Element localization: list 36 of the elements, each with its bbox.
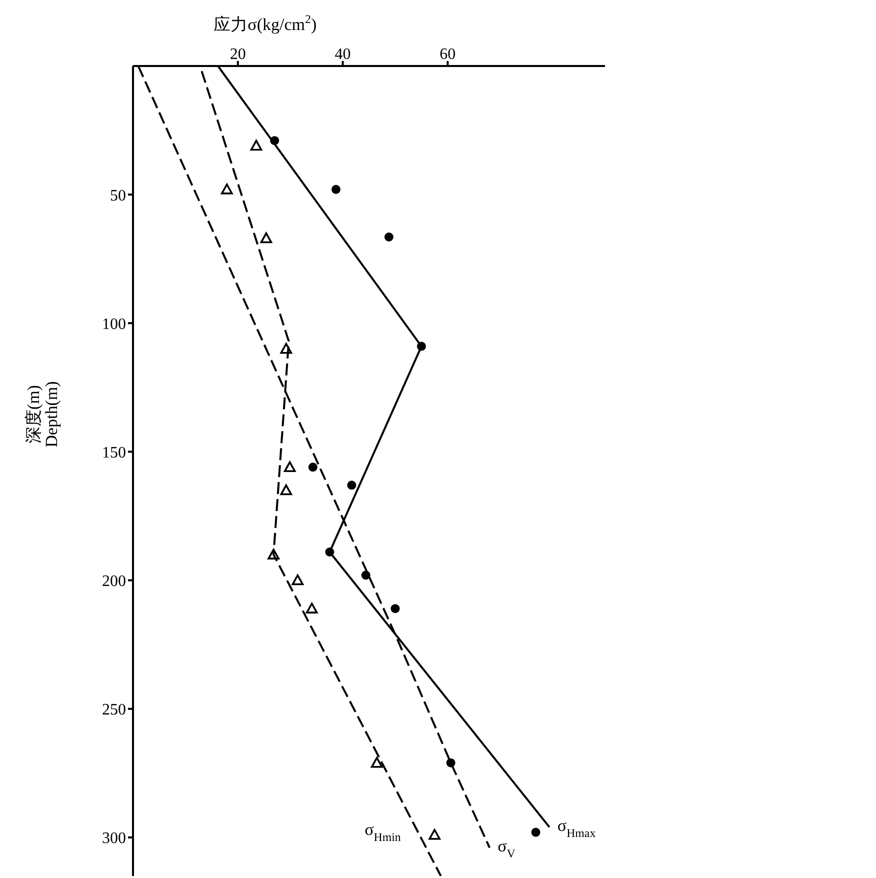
point bbox=[220, 184, 233, 194]
point bbox=[260, 232, 272, 244]
series-label: σ$_{V}$ bbox=[498, 836, 516, 860]
point bbox=[270, 136, 280, 146]
x-axis-title: 应力σ(kg/cm$^{2}$) bbox=[214, 12, 317, 34]
y-tick-label: 150 bbox=[102, 444, 126, 462]
x-tick-label: 60 bbox=[440, 46, 456, 63]
point bbox=[284, 461, 296, 472]
point bbox=[370, 756, 383, 768]
x-tick-label: 40 bbox=[334, 46, 351, 63]
point bbox=[390, 604, 400, 614]
point bbox=[361, 570, 370, 580]
point bbox=[250, 140, 262, 151]
point bbox=[280, 484, 292, 496]
point bbox=[325, 548, 334, 556]
y-tick-label: 300 bbox=[102, 830, 126, 848]
point bbox=[280, 342, 292, 354]
point bbox=[446, 758, 456, 768]
point bbox=[384, 232, 394, 242]
series-label: σ$_{Hmax}$ bbox=[557, 816, 596, 840]
y-tick-label: 200 bbox=[102, 572, 126, 590]
y-tick-label: 100 bbox=[102, 316, 126, 333]
point bbox=[308, 462, 318, 472]
point bbox=[531, 828, 540, 837]
series-label: σ$_{Hmin}$ bbox=[364, 820, 401, 844]
y-axis-title: 深度(m) Depth(m) bbox=[24, 381, 61, 448]
y-tick-label: 250 bbox=[102, 702, 126, 719]
x-tick-label: 20 bbox=[230, 46, 246, 63]
point bbox=[306, 602, 318, 614]
point bbox=[416, 342, 426, 351]
y-tick-label: 50 bbox=[110, 187, 126, 204]
point bbox=[428, 828, 440, 840]
point bbox=[292, 574, 304, 586]
point bbox=[268, 548, 280, 560]
point bbox=[331, 184, 340, 194]
point bbox=[347, 480, 356, 490]
